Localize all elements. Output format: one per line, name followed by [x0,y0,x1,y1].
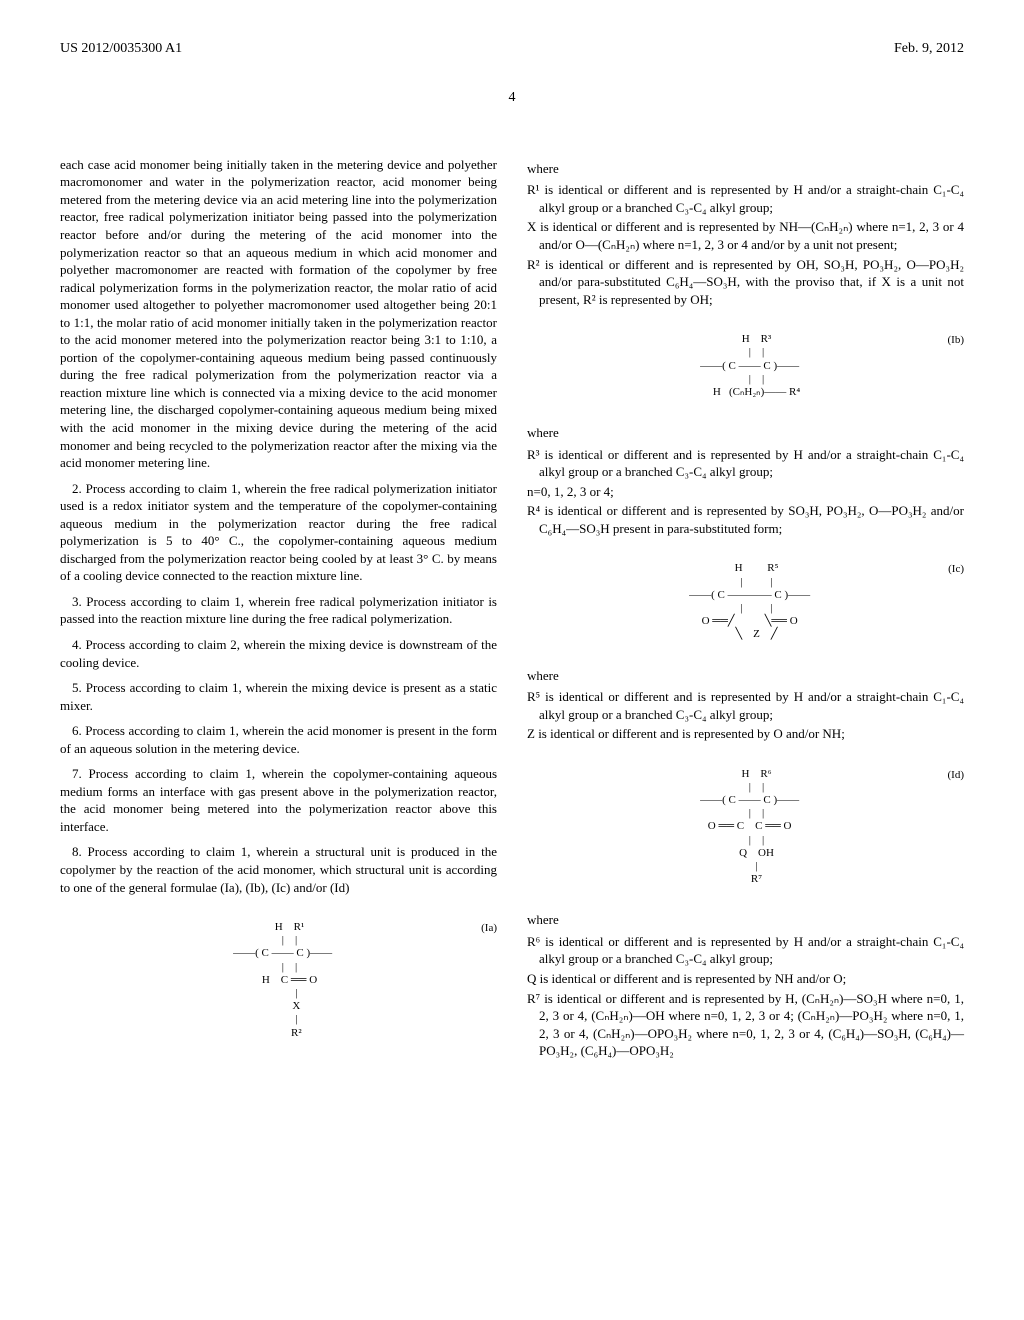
claim-7: 7. Process according to claim 1, wherein… [60,765,497,835]
claim-1-continuation: each case acid monomer being initially t… [60,156,497,472]
def-n: n=0, 1, 2, 3 or 4; [527,483,964,501]
def-Z: Z is identical or different and is repre… [527,725,964,743]
where-4: where [527,911,964,929]
claim-2: 2. Process according to claim 1, wherein… [60,480,497,585]
formula-Ic-label: (Ic) [948,562,964,577]
claim-4: 4. Process according to claim 2, wherein… [60,636,497,671]
def-X: X is identical or different and is repre… [527,218,964,253]
page-number: 4 [60,89,964,108]
where-3: where [527,667,964,685]
left-column: each case acid monomer being initially t… [60,148,497,1065]
patent-number: US 2012/0035300 A1 [60,40,182,59]
formula-Ic-block: (Ic) H R⁵ | | ——( C ———— C )—— | | O ══╱… [527,562,964,641]
def-R5: R⁵ is identical or different and is repr… [527,688,964,723]
where-1: where [527,160,964,178]
right-column: where R¹ is identical or different and i… [527,148,964,1065]
formula-Ic: H R⁵ | | ——( C ———— C )—— | | O ══╱ ╲══ … [527,562,964,641]
formula-Id: H R⁶ | | ——( C —— C )—— | | O ══ C C ══ … [527,768,964,887]
publication-date: Feb. 9, 2012 [894,40,964,59]
def-R1: R¹ is identical or different and is repr… [527,181,964,216]
claim-5: 5. Process according to claim 1, wherein… [60,679,497,714]
def-R4: R⁴ is identical or different and is repr… [527,502,964,537]
def-R3: R³ is identical or different and is repr… [527,446,964,481]
content-columns: each case acid monomer being initially t… [60,148,964,1065]
formula-Ib-label: (Ib) [948,333,965,348]
claim-8: 8. Process according to claim 1, wherein… [60,843,497,896]
formula-Ib-block: (Ib) H R³ | | ——( C —— C )—— | | H (CₙH₂… [527,333,964,399]
formula-Ia: H R¹ | | ——( C —— C )—— | | H C ══ O | X… [60,921,497,1040]
formula-Ia-block: (Ia) H R¹ | | ——( C —— C )—— | | H C ══ … [60,921,497,1040]
claim-6: 6. Process according to claim 1, wherein… [60,722,497,757]
formula-Ia-label: (Ia) [481,921,497,936]
formula-Id-block: (Id) H R⁶ | | ——( C —— C )—— | | O ══ C … [527,768,964,887]
formula-Ib: H R³ | | ——( C —— C )—— | | H (CₙH₂ₙ)—— … [527,333,964,399]
def-R2: R² is identical or different and is repr… [527,256,964,309]
def-R6: R⁶ is identical or different and is repr… [527,933,964,968]
where-2: where [527,424,964,442]
page-header: US 2012/0035300 A1 Feb. 9, 2012 [60,40,964,59]
claim-3: 3. Process according to claim 1, wherein… [60,593,497,628]
def-Q: Q is identical or different and is repre… [527,970,964,988]
formula-Id-label: (Id) [948,768,965,783]
def-R7: R⁷ is identical or different and is repr… [527,990,964,1060]
